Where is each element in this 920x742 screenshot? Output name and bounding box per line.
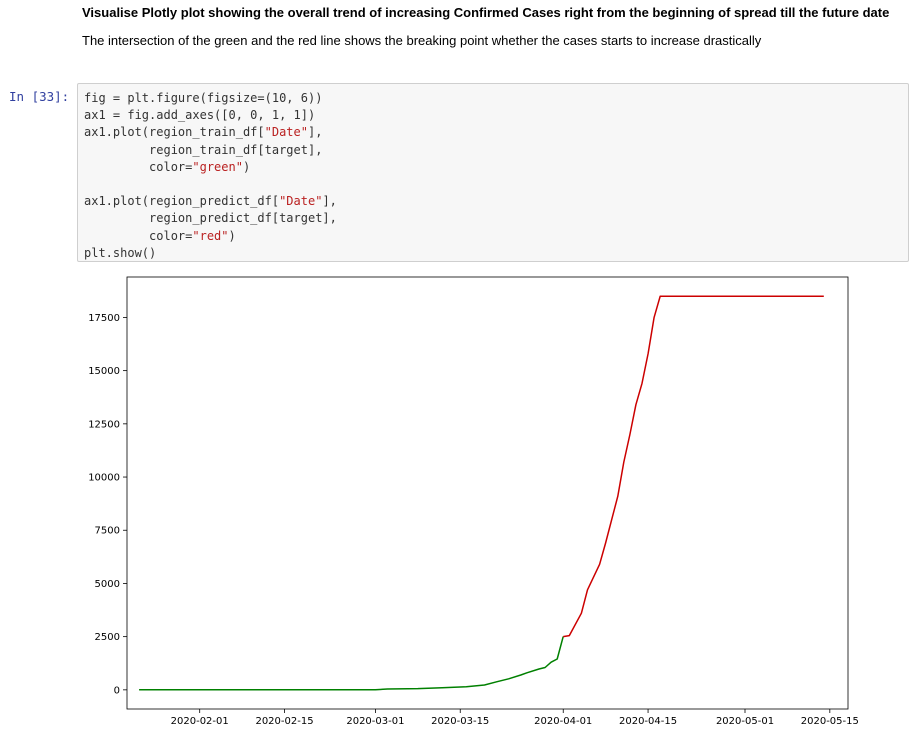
code-string-token: "Date"	[279, 194, 323, 209]
y-tick-label: 15000	[88, 366, 120, 377]
x-tick-label: 2020-02-01	[171, 716, 229, 727]
y-tick-label: 0	[114, 685, 120, 696]
code-token: )	[228, 228, 236, 243]
y-tick-label: 12500	[88, 419, 120, 430]
code-string-token: "Date"	[264, 125, 308, 140]
code-token: ax1 = fig.add_axes([0, 0, 1, 1])	[84, 108, 316, 123]
plot-area	[126, 276, 849, 710]
cell-output: 2020-02-01 2020-02-15 2020-03-01 2020-03-15…	[80, 272, 860, 737]
code-line	[84, 176, 908, 193]
code-token: fig = plt.figure(figsize=(10, 6))	[84, 91, 323, 105]
y-tick-label: 10000	[88, 473, 120, 484]
code-token: region_predict_df[target],	[84, 211, 337, 226]
markdown-heading: Visualise Plotly plot showing the overal…	[82, 5, 890, 20]
markdown-paragraph: The intersection of the green and the re…	[82, 33, 762, 48]
code-token: )	[242, 159, 251, 174]
y-tick-label: 17500	[88, 313, 120, 324]
x-tick-label: 2020-03-15	[431, 716, 489, 727]
code-line: color="red")	[84, 228, 908, 245]
code-line: plt.show()	[84, 245, 908, 262]
x-tick-label: 2020-05-01	[716, 716, 774, 727]
code-line: ax1.plot(region_predict_df["Date"],	[84, 193, 908, 210]
code-token: color=	[84, 159, 193, 174]
code-string-token: "green"	[192, 159, 243, 174]
markdown-cell: Visualise Plotly plot showing the overal…	[82, 6, 902, 48]
code-line: fig = plt.figure(figsize=(10, 6))	[84, 90, 908, 107]
code-token: ],	[307, 125, 323, 140]
cell-prompt: In [33]:	[9, 89, 70, 104]
code-line: ax1.plot(region_train_df["Date"],	[84, 124, 908, 141]
x-tick-label: 2020-05-15	[801, 716, 859, 727]
x-tick-label: 2020-02-15	[255, 716, 313, 727]
line-chart: 2020-02-01 2020-02-15 2020-03-01 2020-03-15…	[88, 276, 859, 727]
code-line: region_train_df[target],	[84, 142, 908, 159]
code-token: ],	[322, 194, 337, 209]
x-tick-label: 2020-04-01	[534, 716, 592, 727]
code-cell-editor[interactable]: fig = plt.figure(figsize=(10, 6)) ax1 = f…	[77, 83, 909, 262]
y-tick-label: 7500	[95, 526, 120, 537]
code-string-token: "red"	[192, 228, 229, 243]
code-token: region_train_df[target],	[84, 142, 323, 157]
x-tick-label: 2020-03-01	[346, 716, 404, 727]
y-tick-label: 5000	[95, 579, 120, 590]
code-token: ax1.plot(region_train_df[	[84, 125, 265, 140]
code-line: ax1 = fig.add_axes([0, 0, 1, 1])	[84, 107, 908, 124]
code-line: color="green")	[84, 159, 908, 176]
train-series-line	[139, 636, 564, 691]
x-tick-label: 2020-04-15	[619, 716, 677, 727]
code-token: ax1.plot(region_predict_df[	[84, 194, 280, 209]
code-text[interactable]: fig = plt.figure(figsize=(10, 6)) ax1 = f…	[78, 84, 908, 262]
code-token: plt.show()	[84, 245, 157, 260]
y-tick-label: 2500	[95, 632, 120, 643]
code-line: region_predict_df[target],	[84, 210, 908, 227]
code-token: color=	[84, 228, 193, 243]
predict-series-line	[563, 295, 824, 638]
